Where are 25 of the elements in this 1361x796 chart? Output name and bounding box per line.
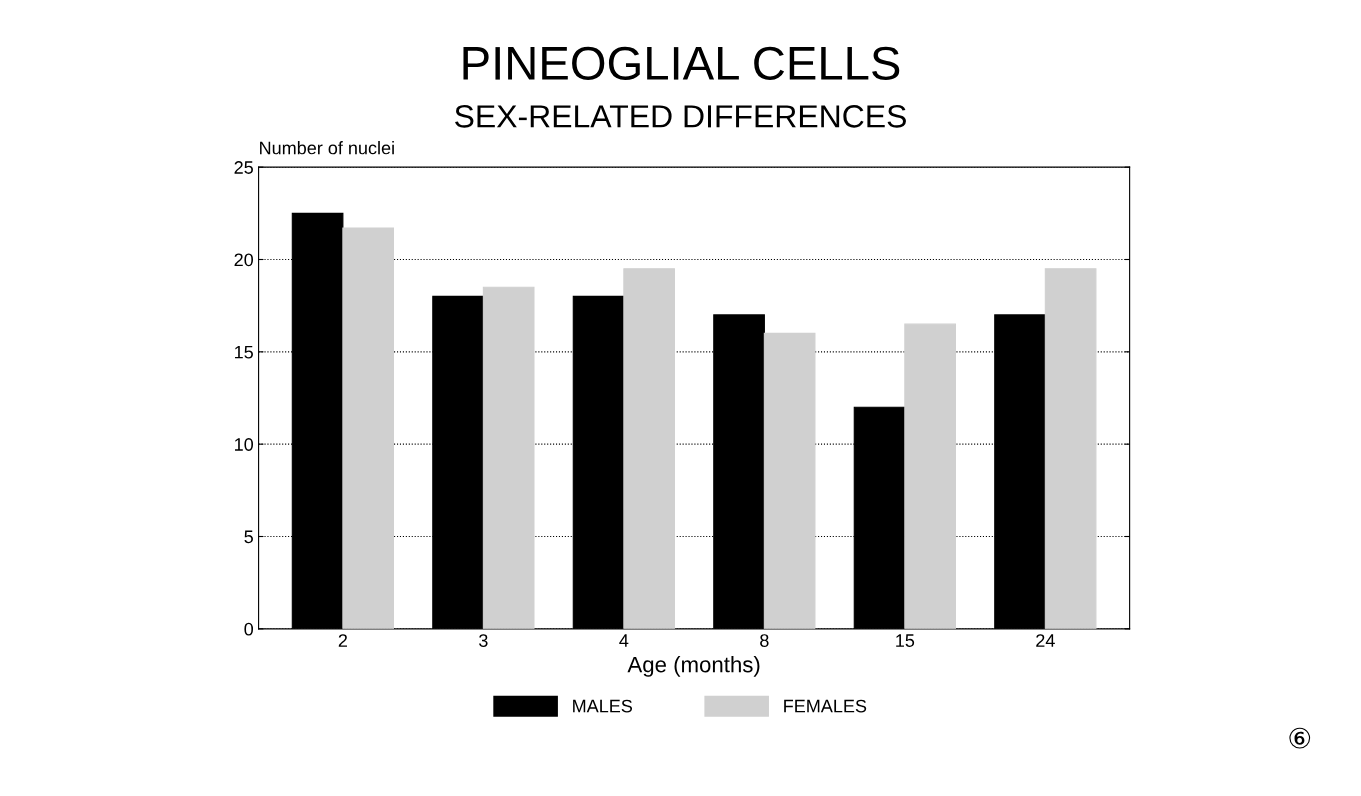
x-tick-label: 2 xyxy=(338,634,347,647)
x-tick-label: 24 xyxy=(1036,634,1055,647)
text: ⑥ xyxy=(1289,727,1311,749)
bar xyxy=(482,286,535,629)
x-tick-label: 8 xyxy=(760,634,769,647)
bar xyxy=(342,227,395,629)
x-tick-label: 3 xyxy=(479,634,488,647)
bar xyxy=(904,323,956,629)
x-axis-title: Age (months) xyxy=(627,656,760,677)
y-tick-label: 0 xyxy=(244,622,254,636)
y-tick-label: 25 xyxy=(234,161,253,174)
chart-title: PINEOGLIAL CELLS xyxy=(463,46,900,81)
bar xyxy=(623,268,675,629)
legend-label: MALES xyxy=(573,699,633,713)
y-tick-label: 15 xyxy=(235,345,253,359)
bar xyxy=(1044,268,1097,629)
y-tick-label: 10 xyxy=(235,438,254,451)
y-tick-label: 5 xyxy=(244,530,253,544)
chart-subtitle: SEX-RELATED DIFFERENCES xyxy=(455,105,906,128)
y-tick-label: 20 xyxy=(234,253,254,267)
x-tick-label: 4 xyxy=(619,634,629,647)
bar xyxy=(763,332,816,629)
y-axis-title: Number of nuclei xyxy=(260,141,394,155)
x-tick-label: 15 xyxy=(896,634,915,647)
legend-label: FEMALES xyxy=(784,699,867,713)
